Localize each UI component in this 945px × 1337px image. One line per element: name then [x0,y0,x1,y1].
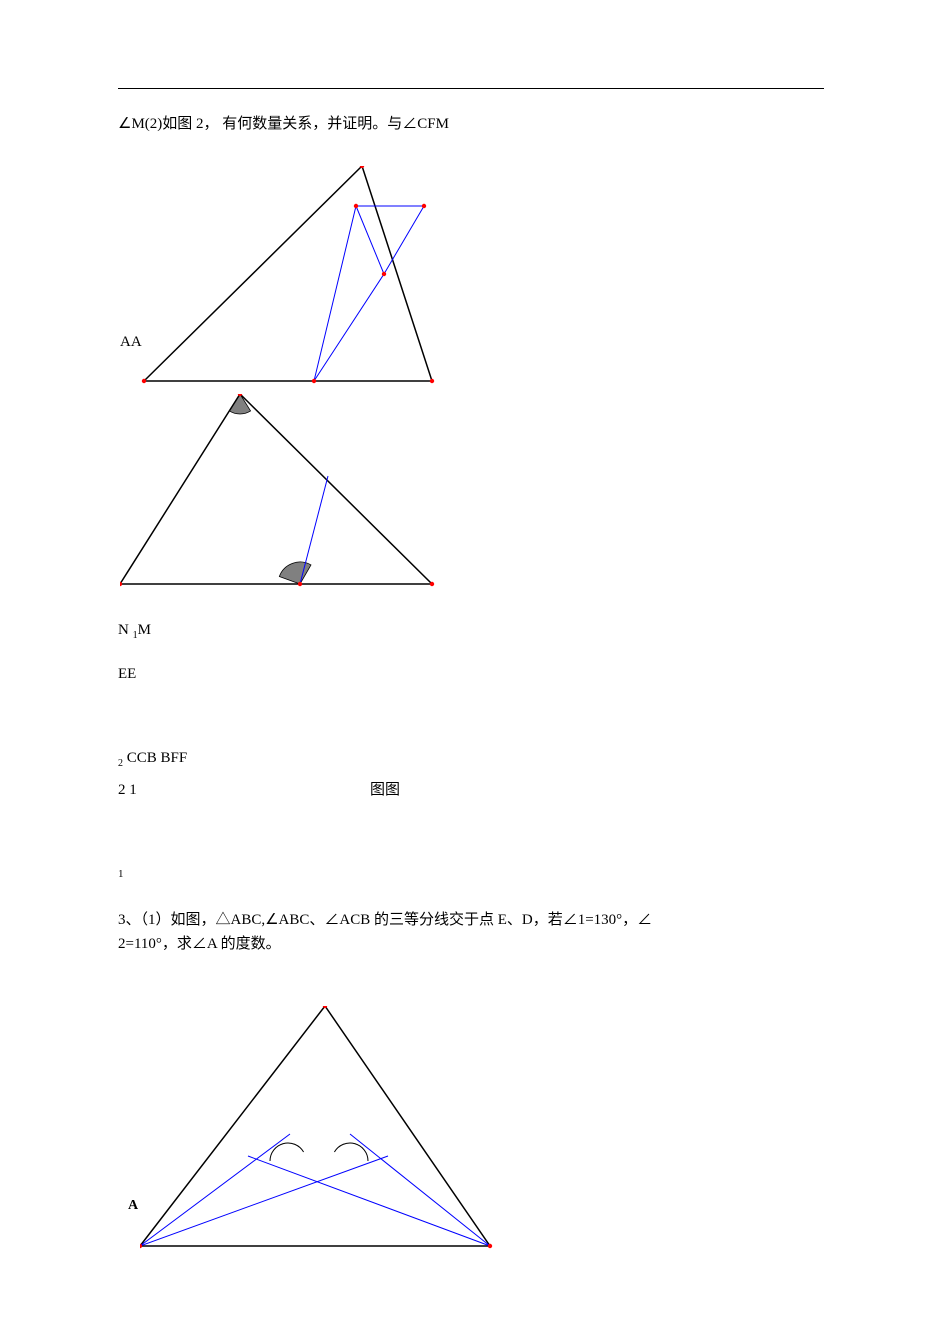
page: ∠M(2)如图 2， 有何数量关系，并证明。与∠CFM AA N 1M EE 2… [0,0,945,1337]
label-ee: EE [118,664,136,685]
label-tutu: 图图 [370,780,400,801]
label-one: 1 [118,868,124,880]
label-21: 2 1 [118,780,137,801]
label-n1m: N 1M [118,620,151,643]
top-rule [118,88,824,89]
question-3-line-a: 3、（1）如图，△ABC,∠ABC、∠ACB 的三等分线交于点 E、D，若∠1=… [118,910,652,931]
label-a: A [128,1198,138,1214]
label-ccb: 2 CCB BFF [118,748,187,771]
figure-3 [140,970,500,1292]
figure-2 [120,358,440,630]
question-3-line-b: 2=110°，求∠A 的度数。 [118,934,281,955]
label-aa: AA [120,332,142,353]
